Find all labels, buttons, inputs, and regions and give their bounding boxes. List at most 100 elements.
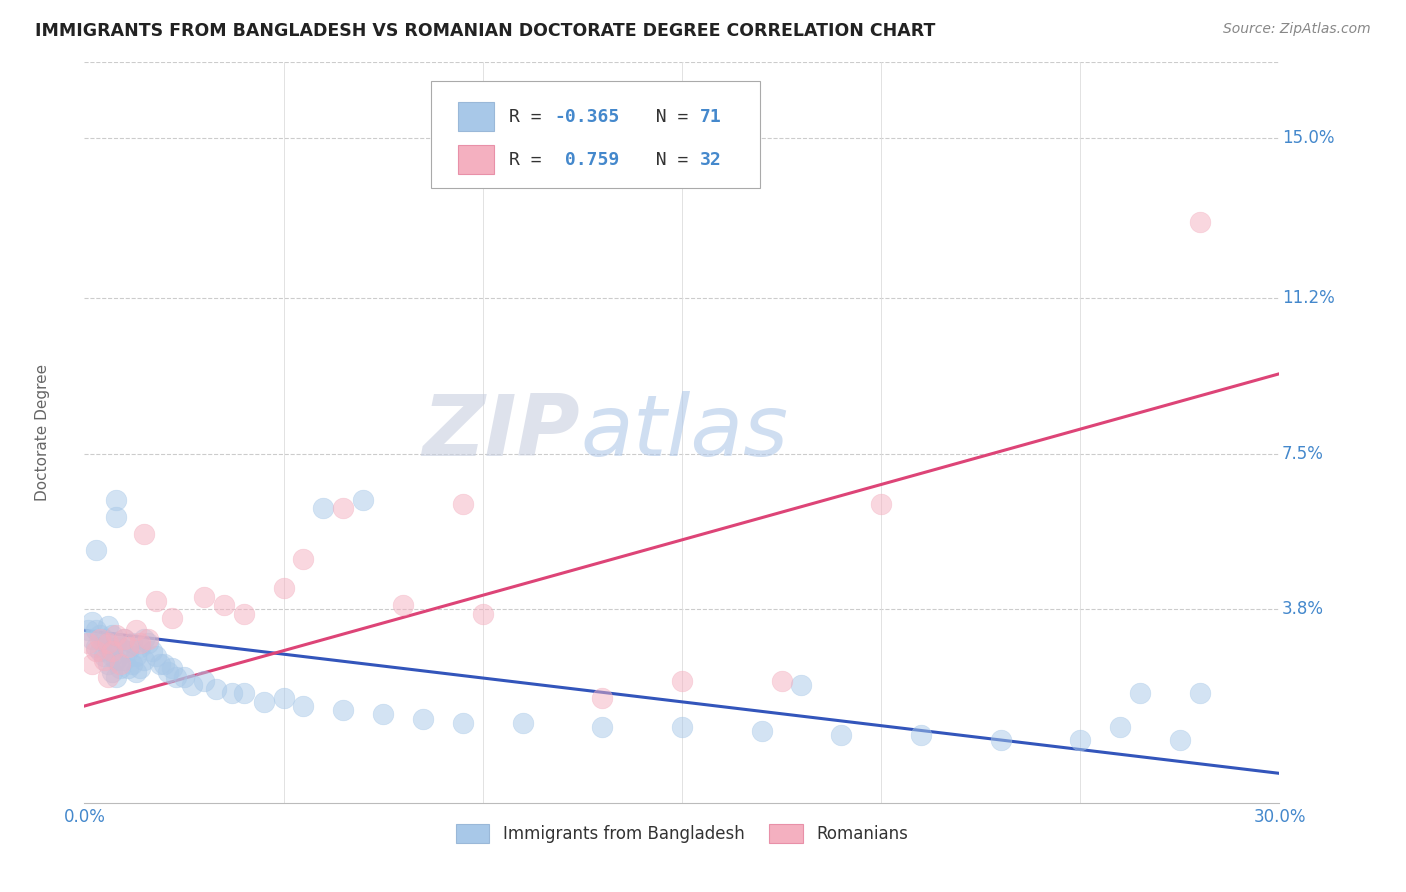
- Point: [101, 644, 124, 658]
- Point: [132, 653, 156, 667]
- Point: [232, 686, 254, 700]
- Point: [332, 703, 354, 717]
- Point: [1188, 686, 1211, 700]
- Point: [132, 526, 156, 541]
- Point: [332, 501, 354, 516]
- Text: -0.365: -0.365: [554, 108, 619, 126]
- Text: 0.759: 0.759: [554, 151, 619, 169]
- Point: [292, 699, 315, 714]
- Point: [97, 670, 120, 684]
- Point: [125, 665, 148, 680]
- Point: [671, 720, 693, 734]
- Point: [129, 636, 152, 650]
- Text: 7.5%: 7.5%: [1282, 444, 1323, 463]
- Point: [89, 627, 111, 641]
- Point: [292, 551, 315, 566]
- Text: 3.8%: 3.8%: [1282, 600, 1324, 618]
- Point: [97, 657, 120, 671]
- Point: [830, 729, 852, 743]
- Point: [97, 640, 120, 655]
- Point: [591, 720, 613, 734]
- Point: [145, 648, 167, 663]
- Point: [82, 615, 104, 629]
- Point: [373, 707, 395, 722]
- FancyBboxPatch shape: [458, 102, 495, 131]
- Point: [412, 712, 434, 726]
- Point: [181, 678, 204, 692]
- Point: [221, 686, 243, 700]
- Text: 32: 32: [700, 151, 721, 169]
- Point: [112, 653, 135, 667]
- Point: [110, 640, 132, 655]
- Point: [157, 665, 180, 680]
- Point: [770, 673, 793, 688]
- Text: ZIP: ZIP: [423, 391, 581, 475]
- Point: [392, 598, 415, 612]
- Point: [86, 644, 108, 658]
- Text: R =: R =: [509, 108, 553, 126]
- Point: [212, 598, 235, 612]
- Point: [121, 657, 143, 671]
- Point: [93, 653, 115, 667]
- Text: 71: 71: [700, 108, 721, 126]
- Point: [112, 632, 135, 646]
- Text: Doctorate Degree: Doctorate Degree: [35, 364, 51, 501]
- Point: [136, 636, 159, 650]
- Point: [117, 644, 139, 658]
- Point: [312, 501, 335, 516]
- Point: [160, 661, 183, 675]
- Point: [125, 624, 148, 638]
- Point: [145, 594, 167, 608]
- Point: [89, 632, 111, 646]
- Point: [232, 607, 254, 621]
- Point: [591, 690, 613, 705]
- Point: [93, 632, 115, 646]
- Point: [1168, 732, 1191, 747]
- Point: [751, 724, 773, 739]
- Point: [1109, 720, 1132, 734]
- Point: [352, 492, 374, 507]
- Point: [1069, 732, 1091, 747]
- Point: [253, 695, 276, 709]
- Point: [105, 653, 128, 667]
- Text: R =: R =: [509, 151, 562, 169]
- Text: N =: N =: [634, 108, 699, 126]
- Point: [86, 624, 108, 638]
- Point: [112, 632, 135, 646]
- Point: [273, 690, 295, 705]
- Point: [86, 543, 108, 558]
- Point: [86, 640, 108, 655]
- Point: [105, 670, 128, 684]
- Text: 15.0%: 15.0%: [1282, 129, 1334, 147]
- Point: [132, 632, 156, 646]
- Point: [101, 627, 124, 641]
- Point: [77, 624, 100, 638]
- Point: [141, 644, 163, 658]
- Point: [110, 657, 132, 671]
- Point: [910, 729, 932, 743]
- Point: [153, 657, 176, 671]
- Point: [451, 497, 474, 511]
- Point: [101, 665, 124, 680]
- Text: N =: N =: [634, 151, 699, 169]
- Point: [101, 648, 124, 663]
- Point: [110, 661, 132, 675]
- FancyBboxPatch shape: [458, 145, 495, 175]
- Point: [89, 644, 111, 658]
- Point: [870, 497, 893, 511]
- Point: [136, 632, 159, 646]
- Point: [129, 640, 152, 655]
- Text: atlas: atlas: [581, 391, 789, 475]
- Point: [117, 640, 139, 655]
- Point: [193, 673, 215, 688]
- Point: [125, 648, 148, 663]
- Text: 11.2%: 11.2%: [1282, 289, 1334, 307]
- Point: [471, 607, 494, 621]
- Legend: Immigrants from Bangladesh, Romanians: Immigrants from Bangladesh, Romanians: [450, 817, 914, 850]
- Point: [105, 636, 128, 650]
- Point: [512, 715, 534, 730]
- Point: [93, 648, 115, 663]
- Text: IMMIGRANTS FROM BANGLADESH VS ROMANIAN DOCTORATE DEGREE CORRELATION CHART: IMMIGRANTS FROM BANGLADESH VS ROMANIAN D…: [35, 22, 935, 40]
- Text: Source: ZipAtlas.com: Source: ZipAtlas.com: [1223, 22, 1371, 37]
- Point: [1129, 686, 1152, 700]
